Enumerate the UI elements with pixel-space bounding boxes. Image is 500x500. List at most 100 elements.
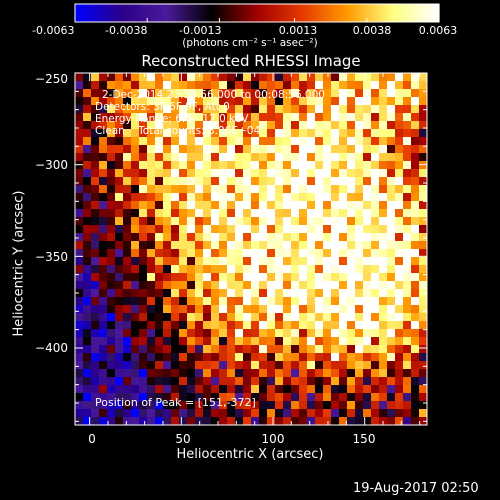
heatmap-cell xyxy=(195,193,204,202)
heatmap-cell xyxy=(115,345,124,354)
heatmap-cell xyxy=(267,273,276,282)
heatmap-cell xyxy=(155,313,164,322)
heatmap-cell xyxy=(235,249,244,258)
heatmap-cell xyxy=(339,289,348,298)
heatmap-cell xyxy=(235,201,244,210)
heatmap-cell xyxy=(107,129,116,138)
heatmap-cell xyxy=(363,409,372,418)
heatmap-cell xyxy=(235,225,244,234)
heatmap-cell xyxy=(163,121,172,130)
heatmap-cell xyxy=(275,217,284,226)
heatmap-cell xyxy=(251,137,260,146)
heatmap-cell xyxy=(139,353,148,362)
heatmap-cell xyxy=(219,305,228,314)
heatmap-cell xyxy=(147,137,156,146)
heatmap-cell xyxy=(355,161,364,170)
heatmap-cell xyxy=(235,153,244,162)
colorbar-segment xyxy=(313,4,316,22)
heatmap-cell xyxy=(235,353,244,362)
heatmap-cell xyxy=(419,121,428,130)
heatmap-cell xyxy=(299,321,308,330)
heatmap-cell xyxy=(259,385,268,394)
colorbar-segment xyxy=(295,4,298,22)
heatmap-cell xyxy=(299,297,308,306)
heatmap-cell xyxy=(275,129,284,138)
heatmap-cell xyxy=(411,313,420,322)
heatmap-cell xyxy=(171,113,180,122)
heatmap-cell xyxy=(155,329,164,338)
heatmap-cell xyxy=(291,193,300,202)
heatmap-cell xyxy=(107,249,116,258)
heatmap-cell xyxy=(299,241,308,250)
heatmap-cell xyxy=(131,353,140,362)
heatmap-cell xyxy=(371,249,380,258)
heatmap-cell xyxy=(91,313,100,322)
heatmap-cell xyxy=(419,305,428,314)
heatmap-cell xyxy=(243,145,252,154)
heatmap-cell xyxy=(99,257,108,266)
y-tick-label: −250 xyxy=(35,72,68,86)
heatmap-cell xyxy=(211,385,220,394)
heatmap-cell xyxy=(211,105,220,114)
heatmap-cell xyxy=(307,193,316,202)
heatmap-cell xyxy=(155,265,164,274)
heatmap-cell xyxy=(107,353,116,362)
heatmap-cell xyxy=(283,417,292,426)
heatmap-cell xyxy=(363,225,372,234)
heatmap-cell xyxy=(267,329,276,338)
heatmap-cell xyxy=(419,217,428,226)
heatmap-cell xyxy=(179,417,188,426)
heatmap-cell xyxy=(131,145,140,154)
heatmap-cell xyxy=(267,241,276,250)
heatmap-cell xyxy=(323,345,332,354)
heatmap-cell xyxy=(155,297,164,306)
heatmap-cell xyxy=(307,185,316,194)
colorbar-segment xyxy=(269,4,272,22)
heatmap-cell xyxy=(379,129,388,138)
heatmap-cell xyxy=(179,145,188,154)
colorbar-segment xyxy=(435,4,438,22)
heatmap-cell xyxy=(99,169,108,178)
heatmap-cell xyxy=(411,409,420,418)
heatmap-cell xyxy=(195,257,204,266)
heatmap-cell xyxy=(419,257,428,266)
heatmap-cell xyxy=(123,169,132,178)
heatmap-cell xyxy=(251,409,260,418)
heatmap-cell xyxy=(211,137,220,146)
colorbar-segment xyxy=(79,4,82,22)
colorbar-segment xyxy=(351,4,354,22)
heatmap-cell xyxy=(411,273,420,282)
heatmap-cell xyxy=(99,73,108,82)
heatmap-cell xyxy=(235,137,244,146)
colorbar-segment xyxy=(91,4,94,22)
heatmap-cell xyxy=(371,193,380,202)
heatmap-cell xyxy=(99,217,108,226)
heatmap-cell xyxy=(371,105,380,114)
heatmap-cell xyxy=(171,145,180,154)
heatmap-cell xyxy=(171,185,180,194)
heatmap-cell xyxy=(107,393,116,402)
heatmap-cell xyxy=(371,217,380,226)
colorbar-segment xyxy=(281,4,284,22)
x-tick-label: 50 xyxy=(175,432,191,446)
heatmap-cell xyxy=(339,297,348,306)
heatmap-cell xyxy=(75,409,84,418)
heatmap-cell xyxy=(83,417,92,426)
heatmap-cell xyxy=(283,305,292,314)
heatmap-cell xyxy=(123,361,132,370)
heatmap-cell xyxy=(203,137,212,146)
heatmap-cell xyxy=(227,321,236,330)
heatmap-cell xyxy=(363,345,372,354)
heatmap-cell xyxy=(259,401,268,410)
heatmap-cell xyxy=(131,265,140,274)
heatmap-cell xyxy=(203,401,212,410)
heatmap-cell xyxy=(187,217,196,226)
colorbar-segment xyxy=(279,4,282,22)
heatmap-cell xyxy=(395,377,404,386)
heatmap-cell xyxy=(323,105,332,114)
heatmap-cell xyxy=(315,105,324,114)
heatmap-cell xyxy=(187,305,196,314)
heatmap-cell xyxy=(203,121,212,130)
heatmap-cell xyxy=(275,273,284,282)
heatmap-cell xyxy=(267,169,276,178)
